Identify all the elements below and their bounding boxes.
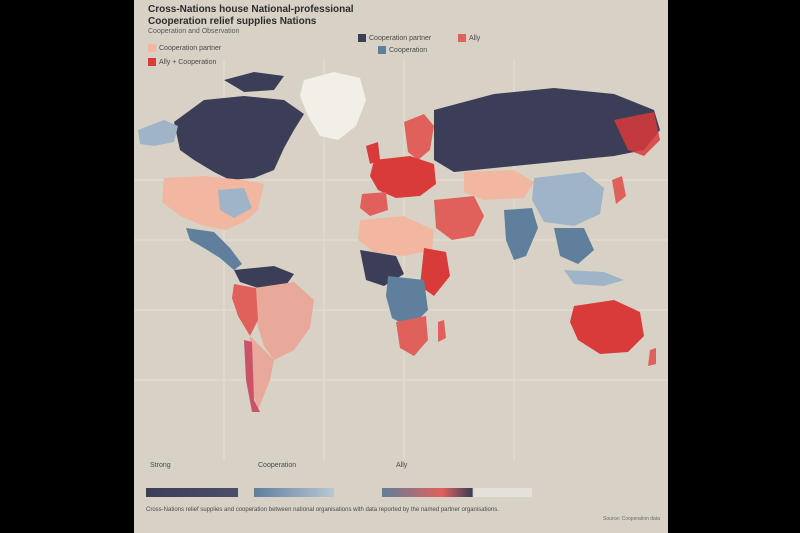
- legend-item-partner: Cooperation partner: [148, 44, 221, 52]
- footnote: Cross-Nations relief supplies and cooper…: [146, 507, 499, 513]
- legend-bar-strong: [146, 488, 238, 497]
- region-west-europe: [370, 156, 436, 198]
- region-chile: [244, 340, 260, 412]
- region-north-africa: [358, 216, 434, 256]
- region-russia: [434, 88, 660, 172]
- region-andes: [232, 284, 258, 336]
- region-canada: [174, 96, 304, 180]
- legend-bottom-label-cooperation: Cooperation: [258, 462, 297, 469]
- region-arctic-islands: [224, 72, 284, 92]
- region-south-america-north: [234, 266, 294, 288]
- region-uk: [366, 142, 380, 164]
- region-middle-east: [434, 196, 484, 240]
- region-southern-cone: [248, 336, 274, 410]
- region-alaska: [138, 120, 178, 146]
- legend-bottom: Strong Cooperation Ally: [146, 462, 656, 502]
- world-map: [134, 60, 668, 460]
- region-greenland: [300, 72, 366, 140]
- region-southern-africa: [396, 316, 428, 356]
- region-japan: [612, 176, 626, 204]
- legend-item-ally-cooperation: Ally + Cooperation: [148, 58, 216, 66]
- region-australia: [570, 300, 644, 354]
- region-russia-pacific: [614, 112, 660, 156]
- legend-bar-cooperation: [254, 488, 334, 497]
- region-mexico: [186, 228, 242, 270]
- region-indonesia: [564, 270, 624, 286]
- legend-bar-ally: [382, 488, 532, 497]
- region-southeast-asia: [554, 228, 594, 264]
- map-card: Cross-Nations house National-professiona…: [134, 0, 668, 533]
- region-new-zealand: [648, 348, 656, 366]
- legend-item-strong: Cooperation partner: [358, 34, 431, 42]
- map-subtitle: Cooperation and Observation: [148, 28, 240, 35]
- legend-item-cooperation: Cooperation: [378, 46, 427, 54]
- region-madagascar: [438, 320, 446, 342]
- legend-bottom-label-ally: Ally: [396, 462, 408, 469]
- region-central-africa: [386, 276, 428, 328]
- region-china: [532, 172, 604, 226]
- region-east-africa: [420, 248, 450, 296]
- region-india: [504, 208, 538, 260]
- region-scandinavia: [404, 114, 434, 160]
- region-brazil: [254, 282, 314, 360]
- legend-item-ally: Ally: [458, 34, 480, 42]
- map-title: Cross-Nations house National-professiona…: [148, 4, 354, 27]
- legend-bottom-label-strong: Strong: [150, 462, 171, 469]
- region-iberia: [360, 192, 388, 216]
- region-central-asia: [464, 170, 534, 200]
- credit: Source: Cooperation data: [603, 516, 660, 522]
- region-usa-east: [218, 188, 252, 218]
